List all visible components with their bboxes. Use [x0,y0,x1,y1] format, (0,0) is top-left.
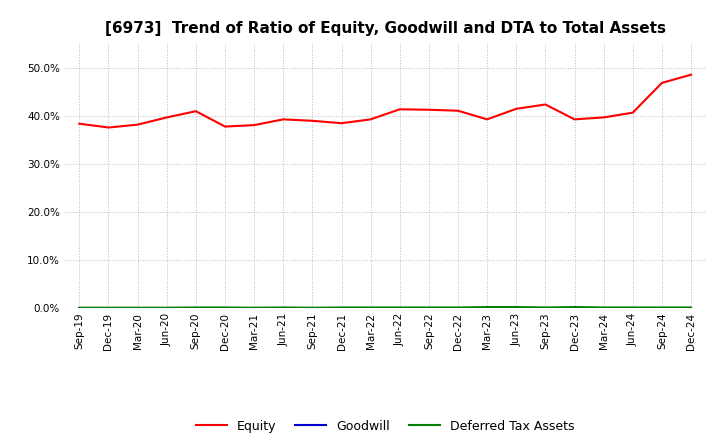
Equity [629,110,637,115]
Equity [337,121,346,126]
Equity [308,118,317,124]
Deferred Tax Assets [75,305,84,310]
Equity [133,122,142,127]
Deferred Tax Assets [629,305,637,310]
Goodwill [220,305,229,311]
Deferred Tax Assets [104,305,113,310]
Goodwill [657,305,666,311]
Equity [250,122,258,128]
Equity [395,106,404,112]
Equity [104,125,113,130]
Goodwill [279,305,287,311]
Line: Deferred Tax Assets: Deferred Tax Assets [79,307,691,308]
Deferred Tax Assets [279,305,287,310]
Line: Equity: Equity [79,75,691,128]
Deferred Tax Assets [192,305,200,310]
Equity [220,124,229,129]
Deferred Tax Assets [570,304,579,310]
Deferred Tax Assets [366,305,375,310]
Deferred Tax Assets [133,305,142,310]
Goodwill [483,305,492,311]
Equity [279,117,287,122]
Goodwill [454,305,462,311]
Deferred Tax Assets [454,305,462,310]
Equity [75,121,84,126]
Goodwill [75,305,84,311]
Goodwill [163,305,171,311]
Equity [657,80,666,85]
Deferred Tax Assets [657,305,666,310]
Deferred Tax Assets [337,305,346,310]
Deferred Tax Assets [308,305,317,310]
Goodwill [541,305,550,311]
Goodwill [687,305,696,311]
Equity [687,72,696,77]
Deferred Tax Assets [687,305,696,310]
Goodwill [337,305,346,311]
Equity [163,115,171,120]
Legend: Equity, Goodwill, Deferred Tax Assets: Equity, Goodwill, Deferred Tax Assets [191,414,580,437]
Deferred Tax Assets [512,304,521,310]
Deferred Tax Assets [425,305,433,310]
Equity [483,117,492,122]
Goodwill [104,305,113,311]
Deferred Tax Assets [220,305,229,310]
Deferred Tax Assets [163,305,171,310]
Deferred Tax Assets [483,304,492,310]
Goodwill [192,305,200,311]
Title: [6973]  Trend of Ratio of Equity, Goodwill and DTA to Total Assets: [6973] Trend of Ratio of Equity, Goodwil… [104,21,666,36]
Equity [454,108,462,114]
Goodwill [629,305,637,311]
Deferred Tax Assets [599,305,608,310]
Goodwill [395,305,404,311]
Equity [570,117,579,122]
Goodwill [250,305,258,311]
Deferred Tax Assets [250,305,258,310]
Goodwill [425,305,433,311]
Equity [425,107,433,112]
Goodwill [133,305,142,311]
Equity [541,102,550,107]
Goodwill [308,305,317,311]
Goodwill [366,305,375,311]
Equity [192,109,200,114]
Equity [512,106,521,111]
Equity [366,117,375,122]
Deferred Tax Assets [541,305,550,310]
Equity [599,115,608,120]
Goodwill [599,305,608,311]
Goodwill [512,305,521,311]
Goodwill [570,305,579,311]
Deferred Tax Assets [395,305,404,310]
